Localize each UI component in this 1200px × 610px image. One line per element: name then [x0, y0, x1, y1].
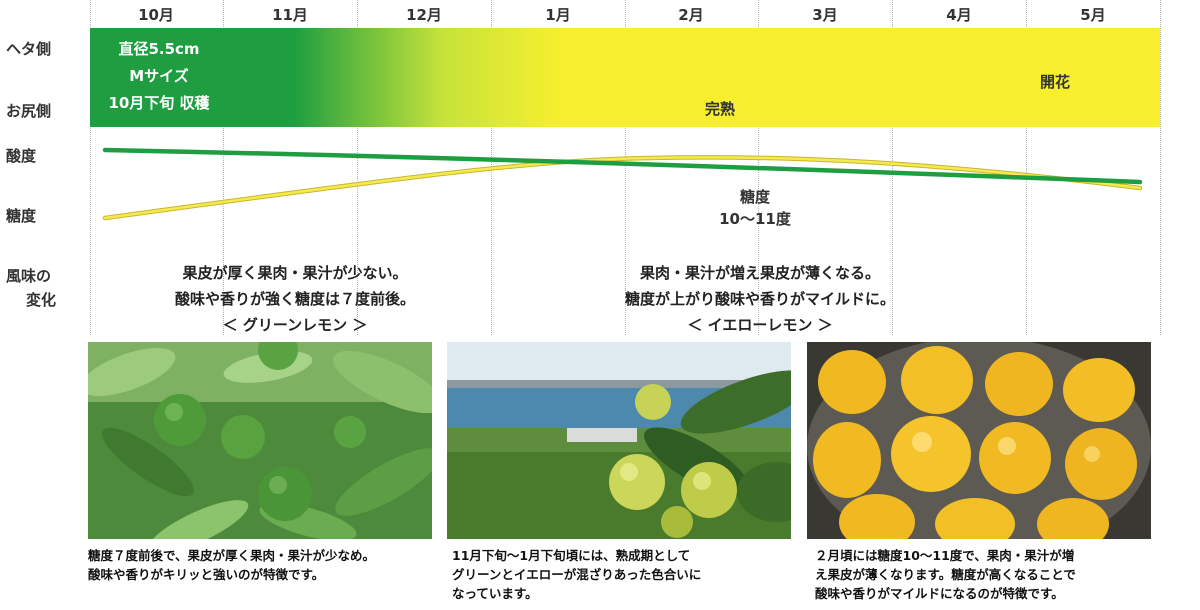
harvest-grade: Mサイズ — [129, 67, 189, 85]
month-divider — [1026, 0, 1027, 335]
photo-yellow-lemons — [807, 342, 1151, 539]
caption-green: 糖度７度前後で、果皮が厚く果肉・果汁が少なめ。 酸味や香りがキリッと強いのが特徴… — [88, 546, 375, 584]
row-label-flavor-2: 変化 — [26, 291, 57, 309]
caption-ripening-line3: なっています。 — [452, 586, 538, 601]
month-label-jan: 1月 — [545, 6, 571, 24]
month-label-mar: 3月 — [812, 6, 838, 24]
harvest-date: 10月下旬 収穫 — [108, 94, 210, 112]
sugar-annotation-value: 10〜11度 — [719, 210, 791, 228]
caption-green-line1: 糖度７度前後で、果皮が厚く果肉・果汁が少なめ。 — [88, 548, 376, 563]
flavor-yellow-line1: 果肉・果汁が増え果皮が薄くなる。 — [639, 264, 880, 282]
row-label-sugar: 糖度 — [6, 207, 37, 225]
row-label-heta: ヘタ側 — [6, 40, 52, 58]
color-band — [90, 28, 1160, 127]
photo-green-lemons — [88, 342, 432, 539]
month-label-dec: 12月 — [406, 6, 442, 24]
month-divider — [1160, 0, 1161, 335]
caption-ripening-line1: 11月下旬〜1月下旬頃には、熟成期として — [452, 548, 691, 563]
month-label-nov: 11月 — [272, 6, 308, 24]
bloom-label: 開花 — [1040, 73, 1071, 91]
caption-green-line2: 酸味や香りがキリッと強いのが特徴です。 — [88, 567, 325, 582]
ripening-lemon-image — [447, 342, 791, 539]
harvest-note: 直径5.5cm Mサイズ 10月下旬 収穫 — [94, 36, 224, 117]
month-divider — [892, 0, 893, 335]
flavor-yellow: 果肉・果汁が増え果皮が薄くなる。 糖度が上がり酸味や香りがマイルドに。 ＜ イエ… — [560, 260, 960, 338]
green-lemon-image — [88, 342, 432, 539]
flavor-yellow-line2: 糖度が上がり酸味や香りがマイルドに。 — [624, 290, 895, 308]
flavor-yellow-label: ＜ イエローレモン ＞ — [687, 316, 833, 334]
yellow-lemon-image — [807, 342, 1151, 539]
acidity-curve — [102, 147, 1143, 185]
flavor-green: 果皮が厚く果肉・果汁が少ない。 酸味や香りが強く糖度は７度前後。 ＜ グリーンレ… — [120, 260, 470, 338]
caption-ripening: 11月下旬〜1月下旬頃には、熟成期として グリーンとイエローが混ざりあった色合い… — [452, 546, 701, 603]
sugar-curve — [102, 155, 1143, 221]
harvest-size: 直径5.5cm — [118, 40, 200, 58]
caption-ripening-line2: グリーンとイエローが混ざりあった色合いに — [452, 567, 702, 582]
month-label-may: 5月 — [1080, 6, 1106, 24]
flavor-green-label: ＜ グリーンレモン ＞ — [222, 316, 368, 334]
caption-yellow: ２月頃には糖度10〜11度で、果肉・果汁が増 え果皮が薄くなります。糖度が高くな… — [815, 546, 1076, 603]
ripe-label: 完熟 — [705, 100, 736, 118]
flavor-green-line2: 酸味や香りが強く糖度は７度前後。 — [174, 290, 415, 308]
month-divider — [357, 0, 358, 335]
month-label-oct: 10月 — [138, 6, 174, 24]
month-divider — [625, 0, 626, 335]
month-divider — [223, 0, 224, 335]
month-label-feb: 2月 — [678, 6, 704, 24]
row-label-oshiri: お尻側 — [6, 102, 52, 120]
acidity-sugar-chart — [102, 147, 1143, 221]
caption-yellow-line3: 酸味や香りがマイルドになるのが特徴です。 — [815, 586, 1064, 601]
sugar-annotation-title: 糖度 — [739, 188, 770, 206]
caption-yellow-line1: ２月頃には糖度10〜11度で、果肉・果汁が増 — [815, 548, 1075, 563]
row-label-flavor-1: 風味の — [6, 267, 52, 285]
caption-yellow-line2: え果皮が薄くなります。糖度が高くなることで — [815, 567, 1076, 582]
sugar-curve-inner — [103, 156, 1142, 220]
month-label-apr: 4月 — [946, 6, 972, 24]
month-divider — [90, 0, 91, 335]
sugar-annotation: 糖度 10〜11度 — [700, 186, 810, 230]
photo-ripening-lemons — [447, 342, 791, 539]
row-label-acidity: 酸度 — [6, 147, 37, 165]
flavor-green-line1: 果皮が厚く果肉・果汁が少ない。 — [182, 264, 408, 282]
